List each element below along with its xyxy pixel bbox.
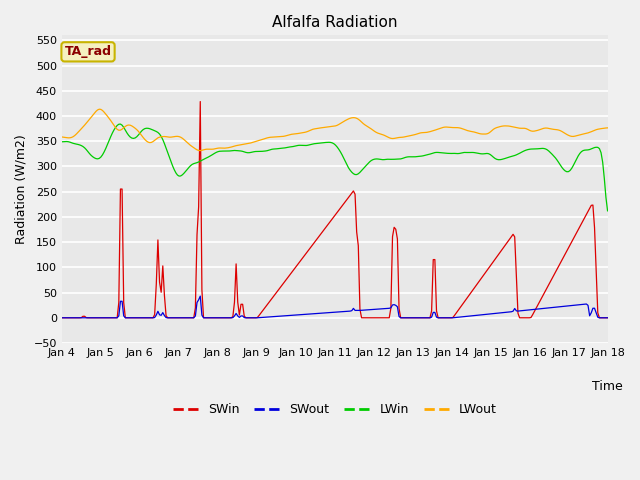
SWin	[513, 272, 520, 278]
SWin	[58, 315, 66, 321]
LWin	[116, 121, 124, 127]
SWout	[179, 315, 186, 321]
Y-axis label: Radiation (W/m2): Radiation (W/m2)	[15, 134, 28, 244]
Line: LWin: LWin	[62, 124, 607, 211]
SWout	[65, 315, 72, 321]
LWin	[58, 139, 66, 144]
LWout	[514, 125, 522, 131]
SWin	[604, 315, 611, 321]
LWout	[58, 134, 66, 140]
LWin	[604, 208, 611, 214]
SWout	[366, 307, 374, 312]
LWin	[366, 159, 374, 165]
Line: SWin: SWin	[62, 102, 607, 318]
SWin	[179, 315, 186, 321]
SWout	[513, 308, 520, 314]
LWout	[196, 148, 204, 154]
SWout	[223, 315, 230, 321]
SWin	[196, 99, 204, 105]
LWout	[224, 145, 232, 151]
SWin	[506, 236, 514, 242]
SWout	[604, 315, 611, 321]
LWout	[95, 106, 103, 112]
LWin	[180, 170, 188, 176]
Title: Alfalfa Radiation: Alfalfa Radiation	[272, 15, 397, 30]
LWout	[180, 137, 188, 143]
Line: SWout: SWout	[62, 296, 607, 318]
LWout	[604, 125, 611, 131]
LWin	[223, 148, 230, 154]
LWout	[367, 126, 375, 132]
SWin	[366, 315, 374, 321]
SWout	[506, 309, 514, 315]
LWin	[513, 152, 520, 158]
SWin	[223, 315, 230, 321]
SWin	[65, 315, 72, 321]
LWin	[506, 154, 514, 160]
X-axis label: Time: Time	[592, 380, 623, 393]
LWout	[65, 135, 72, 141]
Line: LWout: LWout	[62, 109, 607, 151]
LWin	[65, 139, 72, 144]
SWout	[196, 293, 204, 299]
LWout	[508, 124, 515, 130]
SWout	[58, 315, 66, 321]
Legend: SWin, SWout, LWin, LWout: SWin, SWout, LWin, LWout	[168, 398, 502, 421]
Text: TA_rad: TA_rad	[65, 45, 111, 59]
